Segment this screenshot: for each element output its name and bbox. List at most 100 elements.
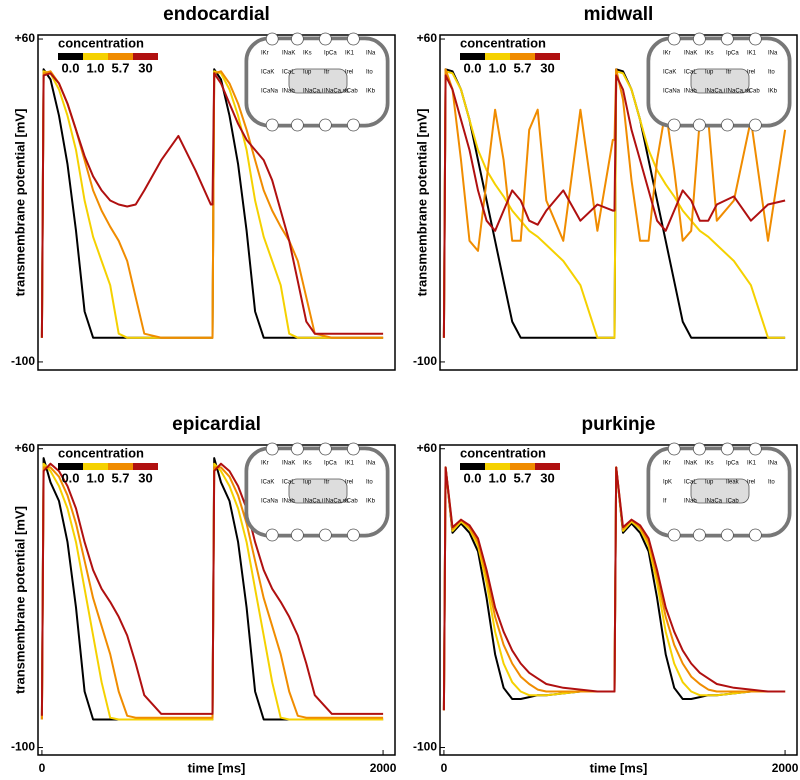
y-tick-label: -100: [413, 354, 437, 368]
channel: [721, 32, 734, 46]
legend-label: 5.7: [111, 60, 129, 75]
inset-label: Irel: [747, 70, 755, 76]
sr-compartment: [288, 68, 348, 94]
inset-label: IKr: [663, 51, 671, 57]
inset-label: IKs: [303, 51, 312, 57]
legend-swatch: [460, 53, 485, 60]
legend-swatch: [58, 53, 83, 60]
inset-label: INab: [684, 89, 697, 95]
plot-lines: [40, 457, 384, 721]
legend-label: 30: [138, 60, 152, 75]
inset-label: ICaNa: [261, 89, 279, 95]
channel: [318, 442, 332, 456]
inset-label: Ito: [366, 70, 373, 76]
channel: [318, 528, 332, 542]
y-tick-label: +60: [417, 441, 438, 455]
legend-swatch: [535, 53, 560, 60]
legend-label: 30: [540, 60, 554, 75]
inset-label: Itr: [726, 70, 731, 76]
x-axis-label: time [ms]: [188, 760, 246, 775]
channel: [667, 32, 681, 46]
inset-label: ICab: [345, 89, 358, 95]
inset-label: IKs: [705, 461, 714, 467]
panel-title: midwall: [584, 4, 654, 25]
inset-label: Ito: [768, 70, 775, 76]
legend-swatch: [460, 463, 485, 470]
panel: epicardial +60 -100 0 2000 transmembrane pote…: [11, 414, 397, 775]
channel: [749, 118, 762, 132]
legend-swatch: [133, 463, 158, 470]
inset-label: INa: [768, 461, 778, 467]
panel-title: epicardial: [172, 414, 261, 435]
y-tick-label: +60: [15, 31, 36, 45]
legend-swatch: [485, 463, 510, 470]
legend-swatch: [510, 53, 535, 60]
y-axis-label: transmembrane potential [mV]: [414, 109, 429, 297]
channel: [749, 32, 762, 46]
channel: [346, 528, 360, 542]
inset-label: INa: [366, 461, 376, 467]
inset-label: IK1: [747, 461, 757, 467]
series-line: [40, 72, 384, 338]
panel: midwall +60 -100 transmembrane potential [m…: [413, 4, 798, 371]
inset-label: IKr: [261, 461, 269, 467]
inset-label: ICab: [747, 89, 760, 95]
inset-label: IKr: [663, 461, 671, 467]
channel: [265, 118, 279, 132]
legend-swatch: [133, 53, 158, 60]
inset-label: INaCa,i: [303, 89, 323, 95]
inset-label: IK1: [345, 461, 355, 467]
panel-title: endocardial: [163, 4, 270, 25]
inset-label: IK1: [747, 51, 757, 57]
channel: [721, 528, 734, 542]
legend-swatch: [485, 53, 510, 60]
plot-frame: [37, 444, 396, 756]
inset-label: ICaL: [282, 70, 295, 76]
series-line: [442, 74, 786, 338]
y-tick-label: +60: [15, 441, 36, 455]
legend-label: 1.0: [86, 470, 104, 485]
legend-label: 30: [138, 470, 152, 485]
legend-label: 5.7: [513, 470, 531, 485]
x-tick-label: 2000: [772, 761, 799, 775]
channel: [693, 32, 706, 46]
channel: [290, 118, 304, 132]
legend-swatch: [108, 53, 133, 60]
inset-label: IpCa: [324, 51, 337, 57]
legend-label: 0.0: [61, 60, 79, 75]
legend-label: 30: [540, 470, 554, 485]
series-line: [40, 462, 384, 721]
inset-label: INaCa,i: [303, 499, 323, 505]
channel: [265, 32, 279, 46]
y-axis-label: transmembrane potential [mV]: [12, 109, 27, 297]
channel: [749, 442, 762, 456]
cell-inner: [248, 40, 386, 124]
plot-frame: [37, 34, 396, 371]
inset-label: IKs: [303, 461, 312, 467]
channel: [667, 118, 681, 132]
channel: [318, 118, 332, 132]
y-tick-label: +60: [417, 31, 438, 45]
channel: [693, 118, 706, 132]
inset-label: INaK: [282, 51, 295, 57]
channel: [346, 442, 360, 456]
cell-inner: [650, 450, 788, 534]
inset-label: INaK: [684, 461, 697, 467]
inset-label: Ito: [768, 480, 775, 486]
x-tick-label: 0: [39, 761, 46, 775]
channel: [265, 442, 279, 456]
plot-frame: [439, 34, 798, 371]
inset-label: INaCa,ss: [726, 89, 751, 95]
channel: [265, 528, 279, 542]
x-tick-label: 0: [441, 761, 448, 775]
inset-label: Itr: [324, 70, 329, 76]
inset-label: ICaL: [684, 480, 697, 486]
inset-label: INa: [768, 51, 778, 57]
inset-label: INab: [282, 499, 295, 505]
cell-inner: [248, 450, 386, 534]
inset-label: ICab: [726, 499, 739, 505]
inset-label: ICaK: [261, 480, 274, 486]
inset-label: ICaK: [663, 70, 676, 76]
channel: [290, 442, 304, 456]
legend-swatch: [535, 463, 560, 470]
